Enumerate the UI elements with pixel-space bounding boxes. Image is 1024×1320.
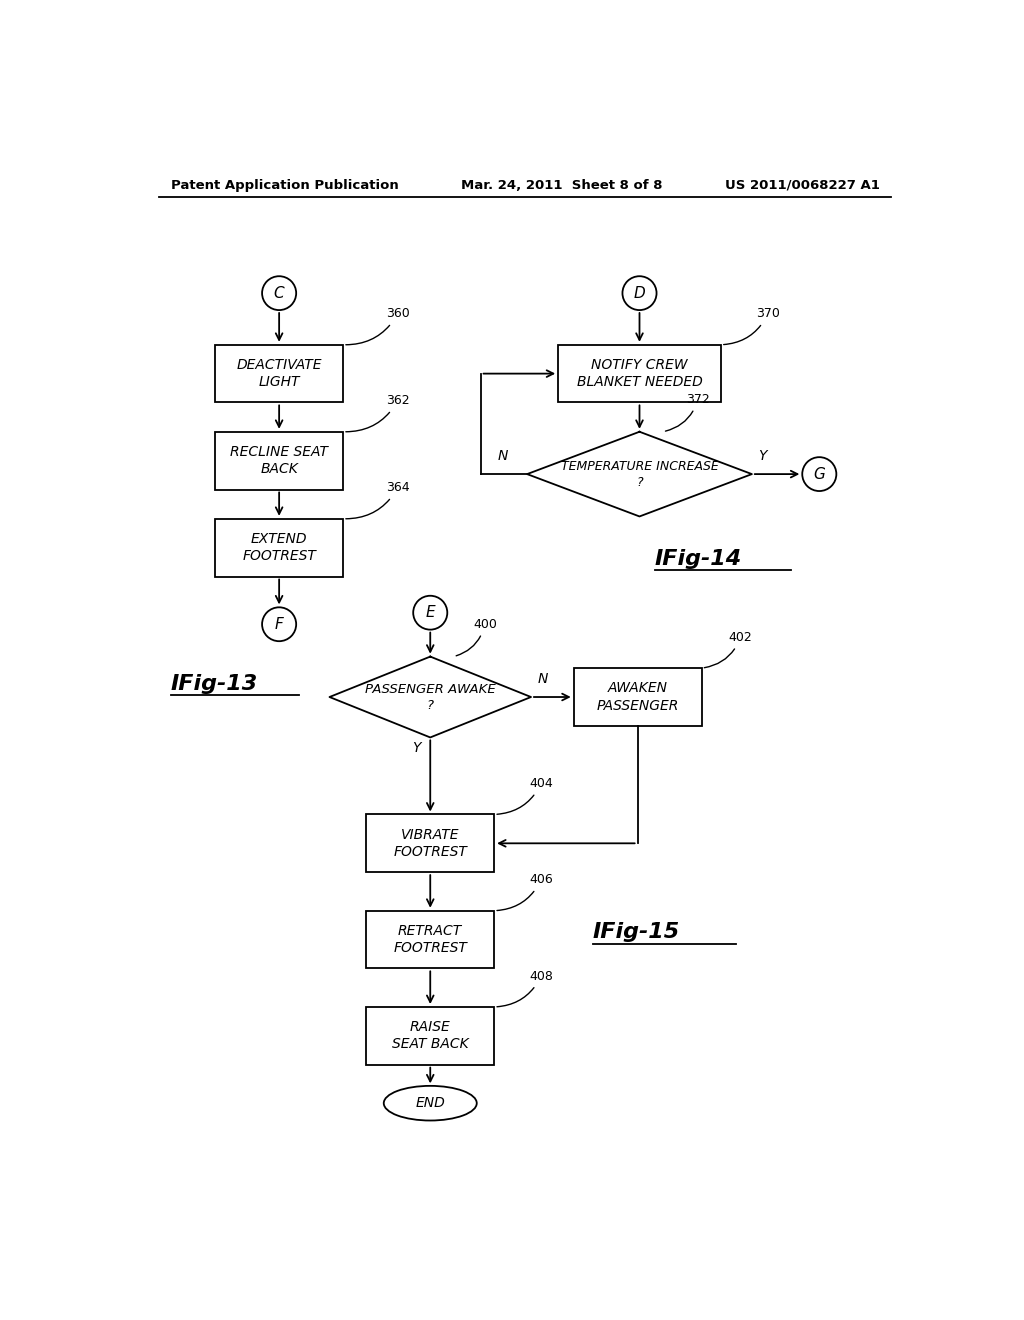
Text: Y: Y <box>758 449 767 463</box>
Text: 402: 402 <box>705 631 753 668</box>
Text: IFig-15: IFig-15 <box>593 921 680 942</box>
Circle shape <box>414 595 447 630</box>
Text: EXTEND
FOOTREST: EXTEND FOOTREST <box>243 532 316 564</box>
Text: PASSENGER AWAKE
?: PASSENGER AWAKE ? <box>365 682 496 711</box>
Bar <box>215 519 343 577</box>
Bar <box>215 432 343 490</box>
Text: RETRACT
FOOTREST: RETRACT FOOTREST <box>393 924 467 956</box>
Circle shape <box>262 607 296 642</box>
Text: 400: 400 <box>456 618 497 656</box>
Text: 362: 362 <box>346 395 410 432</box>
Text: NOTIFY CREW
BLANKET NEEDED: NOTIFY CREW BLANKET NEEDED <box>577 358 702 389</box>
Text: F: F <box>274 616 284 632</box>
Ellipse shape <box>384 1086 477 1121</box>
Text: D: D <box>634 285 645 301</box>
Bar <box>558 345 721 403</box>
Text: 360: 360 <box>346 308 410 345</box>
Text: VIBRATE
FOOTREST: VIBRATE FOOTREST <box>393 828 467 859</box>
Text: N: N <box>538 672 548 686</box>
Text: 364: 364 <box>346 482 410 519</box>
Circle shape <box>623 276 656 310</box>
Text: DEACTIVATE
LIGHT: DEACTIVATE LIGHT <box>237 358 322 389</box>
Text: END: END <box>416 1096 445 1110</box>
Text: US 2011/0068227 A1: US 2011/0068227 A1 <box>725 178 880 191</box>
Bar <box>367 814 495 873</box>
Text: Y: Y <box>412 742 421 755</box>
Text: E: E <box>425 605 435 620</box>
Bar <box>573 668 701 726</box>
Text: C: C <box>273 285 285 301</box>
Text: AWAKEN
PASSENGER: AWAKEN PASSENGER <box>596 681 679 713</box>
Text: TEMPERATURE INCREASE
?: TEMPERATURE INCREASE ? <box>560 459 719 488</box>
Text: RAISE
SEAT BACK: RAISE SEAT BACK <box>392 1020 469 1052</box>
Polygon shape <box>330 656 531 738</box>
Bar <box>215 345 343 403</box>
Bar <box>367 911 495 969</box>
Text: 370: 370 <box>724 308 779 345</box>
Text: G: G <box>813 466 825 482</box>
Text: 408: 408 <box>497 970 553 1007</box>
Polygon shape <box>527 432 752 516</box>
Text: N: N <box>498 449 508 463</box>
Bar <box>367 1007 495 1065</box>
Text: Mar. 24, 2011  Sheet 8 of 8: Mar. 24, 2011 Sheet 8 of 8 <box>461 178 663 191</box>
Text: 404: 404 <box>497 777 553 814</box>
Circle shape <box>802 457 837 491</box>
Text: IFig-13: IFig-13 <box>171 673 258 693</box>
Text: Patent Application Publication: Patent Application Publication <box>171 178 398 191</box>
Circle shape <box>262 276 296 310</box>
Text: RECLINE SEAT
BACK: RECLINE SEAT BACK <box>230 445 328 477</box>
Text: 406: 406 <box>497 874 553 911</box>
Text: IFig-14: IFig-14 <box>655 549 742 569</box>
Text: 372: 372 <box>666 393 710 432</box>
